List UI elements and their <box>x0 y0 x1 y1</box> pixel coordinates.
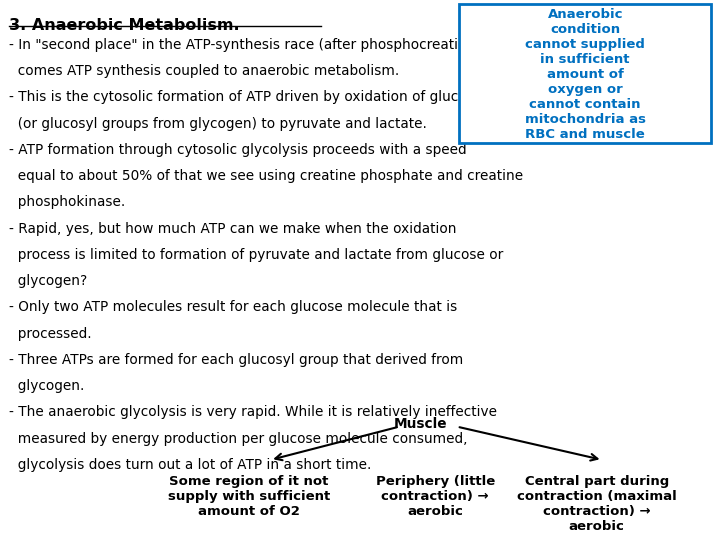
Text: Anaerobic
condition
cannot supplied
in sufficient
amount of
oxygen or
cannot con: Anaerobic condition cannot supplied in s… <box>525 8 646 141</box>
Text: processed.: processed. <box>9 327 91 341</box>
Text: - The anaerobic glycolysis is very rapid. While it is relatively ineffective: - The anaerobic glycolysis is very rapid… <box>9 406 497 420</box>
FancyBboxPatch shape <box>459 4 711 143</box>
Text: 3. Anaerobic Metabolism.: 3. Anaerobic Metabolism. <box>9 17 239 32</box>
Text: - Three ATPs are formed for each glucosyl group that derived from: - Three ATPs are formed for each glucosy… <box>9 353 463 367</box>
Text: measured by energy production per glucose molecule consumed,: measured by energy production per glucos… <box>9 431 467 446</box>
Text: glycogen.: glycogen. <box>9 379 84 393</box>
Text: Muscle: Muscle <box>395 416 448 430</box>
Text: - Only two ATP molecules result for each glucose molecule that is: - Only two ATP molecules result for each… <box>9 300 456 314</box>
Text: equal to about 50% of that we see using creatine phosphate and creatine: equal to about 50% of that we see using … <box>9 169 523 183</box>
Text: (or glucosyl groups from glycogen) to pyruvate and lactate.: (or glucosyl groups from glycogen) to py… <box>9 117 426 131</box>
Text: Central part during
contraction (maximal
contraction) →
aerobic: Central part during contraction (maximal… <box>517 475 677 533</box>
Text: - In "second place" in the ATP-synthesis race (after phosphocreatine): - In "second place" in the ATP-synthesis… <box>9 38 480 52</box>
Text: - Rapid, yes, but how much ATP can we make when the oxidation: - Rapid, yes, but how much ATP can we ma… <box>9 221 456 235</box>
Text: Some region of it not
supply with sufficient
amount of O2: Some region of it not supply with suffic… <box>168 475 330 518</box>
Text: glycogen?: glycogen? <box>9 274 87 288</box>
Text: process is limited to formation of pyruvate and lactate from glucose or: process is limited to formation of pyruv… <box>9 248 503 262</box>
Text: glycolysis does turn out a lot of ATP in a short time.: glycolysis does turn out a lot of ATP in… <box>9 458 371 472</box>
Text: comes ATP synthesis coupled to anaerobic metabolism.: comes ATP synthesis coupled to anaerobic… <box>9 64 399 78</box>
Text: - ATP formation through cytosolic glycolysis proceeds with a speed: - ATP formation through cytosolic glycol… <box>9 143 466 157</box>
Text: phosphokinase.: phosphokinase. <box>9 195 125 210</box>
Text: - This is the cytosolic formation of ATP driven by oxidation of glucose: - This is the cytosolic formation of ATP… <box>9 90 482 104</box>
Text: Periphery (little
contraction) →
aerobic: Periphery (little contraction) → aerobic <box>376 475 495 518</box>
